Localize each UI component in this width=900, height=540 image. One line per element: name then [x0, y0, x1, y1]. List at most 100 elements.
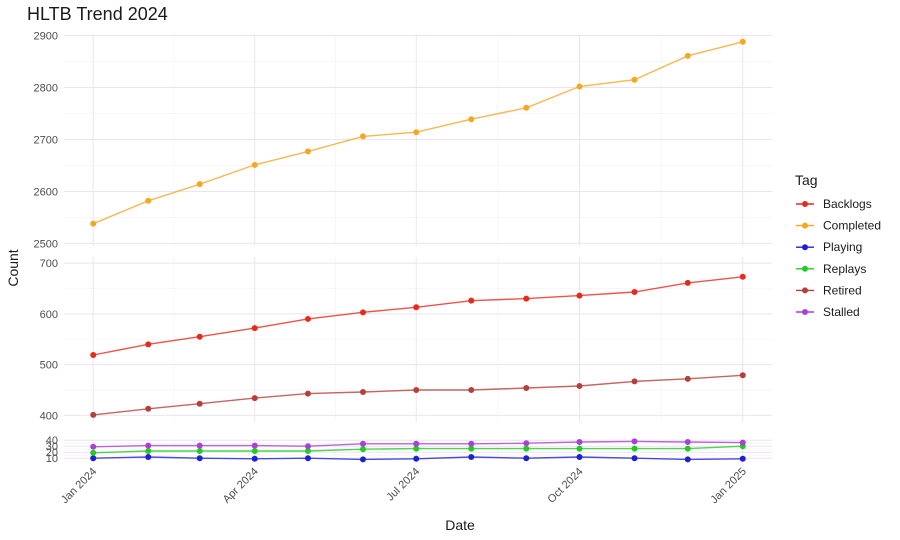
data-point-retired: [196, 400, 203, 407]
data-point-stalled: [251, 442, 258, 449]
data-point-backlogs: [145, 341, 152, 348]
data-point-retired: [631, 378, 638, 385]
y-tick-label: 30: [46, 441, 58, 453]
data-point-replays: [523, 445, 530, 452]
y-tick-label: 600: [40, 309, 58, 321]
legend-label: Replays: [823, 262, 866, 276]
data-point-replays: [145, 448, 152, 454]
legend-label: Retired: [823, 283, 862, 297]
data-point-completed: [523, 104, 530, 111]
data-point-stalled: [145, 442, 152, 449]
x-tick-label: Jul 2024: [384, 466, 422, 504]
x-tick-label: Apr 2024: [221, 466, 261, 506]
data-point-backlogs: [359, 309, 366, 316]
data-point-retired: [684, 375, 691, 382]
data-point-completed: [576, 83, 583, 90]
legend-item-completed: Completed: [796, 219, 881, 233]
data-point-backlogs: [413, 304, 420, 311]
legend-item-retired: Retired: [796, 283, 862, 297]
data-point-retired: [304, 390, 311, 397]
data-point-completed: [684, 52, 691, 59]
data-point-stalled: [468, 440, 475, 447]
y-tick-label: 20: [46, 447, 58, 459]
legend-item-replays: Replays: [796, 262, 866, 276]
legend-swatch-point: [802, 244, 808, 251]
data-point-completed: [359, 133, 366, 140]
data-point-backlogs: [631, 289, 638, 296]
legend-swatch-point: [802, 265, 808, 272]
data-point-completed: [739, 38, 746, 45]
data-point-playing: [684, 456, 691, 463]
data-point-backlogs: [304, 315, 311, 322]
legend-item-stalled: Stalled: [796, 305, 860, 319]
data-point-backlogs: [468, 297, 475, 304]
data-point-replays: [468, 445, 475, 452]
data-point-replays: [631, 445, 638, 452]
legend-item-backlogs: Backlogs: [796, 197, 872, 211]
y-tick-label: 2900: [34, 31, 58, 43]
data-point-stalled: [631, 438, 638, 445]
data-point-replays: [576, 445, 583, 452]
data-point-playing: [251, 455, 258, 462]
data-point-playing: [468, 454, 475, 460]
y-tick-label: 2600: [34, 186, 58, 198]
x-axis: Jan 2024 Apr 2024 Jul 2024 Oct 2024 Jan 2025: [59, 466, 749, 506]
data-point-retired: [523, 384, 530, 391]
chart-title: HLTB Trend 2024: [27, 4, 168, 24]
data-point-replays: [359, 446, 366, 453]
y-axis-title: Count: [5, 249, 21, 286]
data-point-stalled: [739, 439, 746, 446]
data-point-retired: [468, 387, 475, 394]
legend-label: Completed: [823, 219, 881, 233]
data-point-replays: [196, 448, 203, 454]
data-point-backlogs: [576, 292, 583, 299]
legend-swatch-point: [802, 201, 808, 207]
data-point-playing: [90, 455, 97, 462]
data-point-backlogs: [196, 333, 203, 340]
data-point-completed: [413, 129, 420, 136]
data-point-completed: [631, 76, 638, 83]
data-point-stalled: [90, 443, 97, 450]
y-tick-label: 2800: [34, 83, 58, 95]
data-point-stalled: [196, 442, 203, 449]
data-point-completed: [304, 148, 311, 155]
data-point-backlogs: [251, 325, 258, 332]
y-tick-label: 40: [46, 435, 58, 447]
data-point-playing: [576, 454, 583, 460]
data-point-backlogs: [523, 295, 530, 302]
data-point-completed: [196, 181, 203, 188]
data-point-replays: [90, 449, 97, 456]
data-point-replays: [684, 445, 691, 452]
series-line-retired: [93, 374, 743, 416]
data-point-stalled: [304, 443, 311, 450]
data-point-backlogs: [739, 273, 746, 280]
panel-middle: 400 500 600 700: [40, 257, 772, 422]
data-point-replays: [304, 448, 311, 454]
data-point-stalled: [359, 440, 366, 447]
data-point-playing: [739, 455, 746, 462]
data-point-playing: [631, 455, 638, 462]
data-point-playing: [145, 454, 152, 460]
legend-label: Backlogs: [823, 197, 872, 211]
data-point-stalled: [523, 440, 530, 447]
y-tick-label: 400: [40, 410, 58, 422]
data-point-completed: [251, 161, 258, 168]
data-point-retired: [576, 382, 583, 389]
data-point-replays: [413, 445, 420, 452]
y-tick-label: 2700: [34, 134, 58, 146]
data-point-stalled: [576, 439, 583, 445]
data-point-retired: [739, 372, 746, 379]
y-tick-label: 10: [46, 453, 58, 465]
legend-swatch-point: [802, 222, 808, 229]
data-point-retired: [359, 389, 366, 396]
y-tick-label: 2500: [34, 238, 58, 250]
data-point-retired: [251, 395, 258, 402]
data-point-stalled: [413, 440, 420, 447]
data-point-playing: [523, 455, 530, 462]
x-tick-label: Jan 2025: [708, 466, 748, 506]
data-point-playing: [304, 455, 311, 462]
legend-item-playing: Playing: [796, 240, 862, 254]
